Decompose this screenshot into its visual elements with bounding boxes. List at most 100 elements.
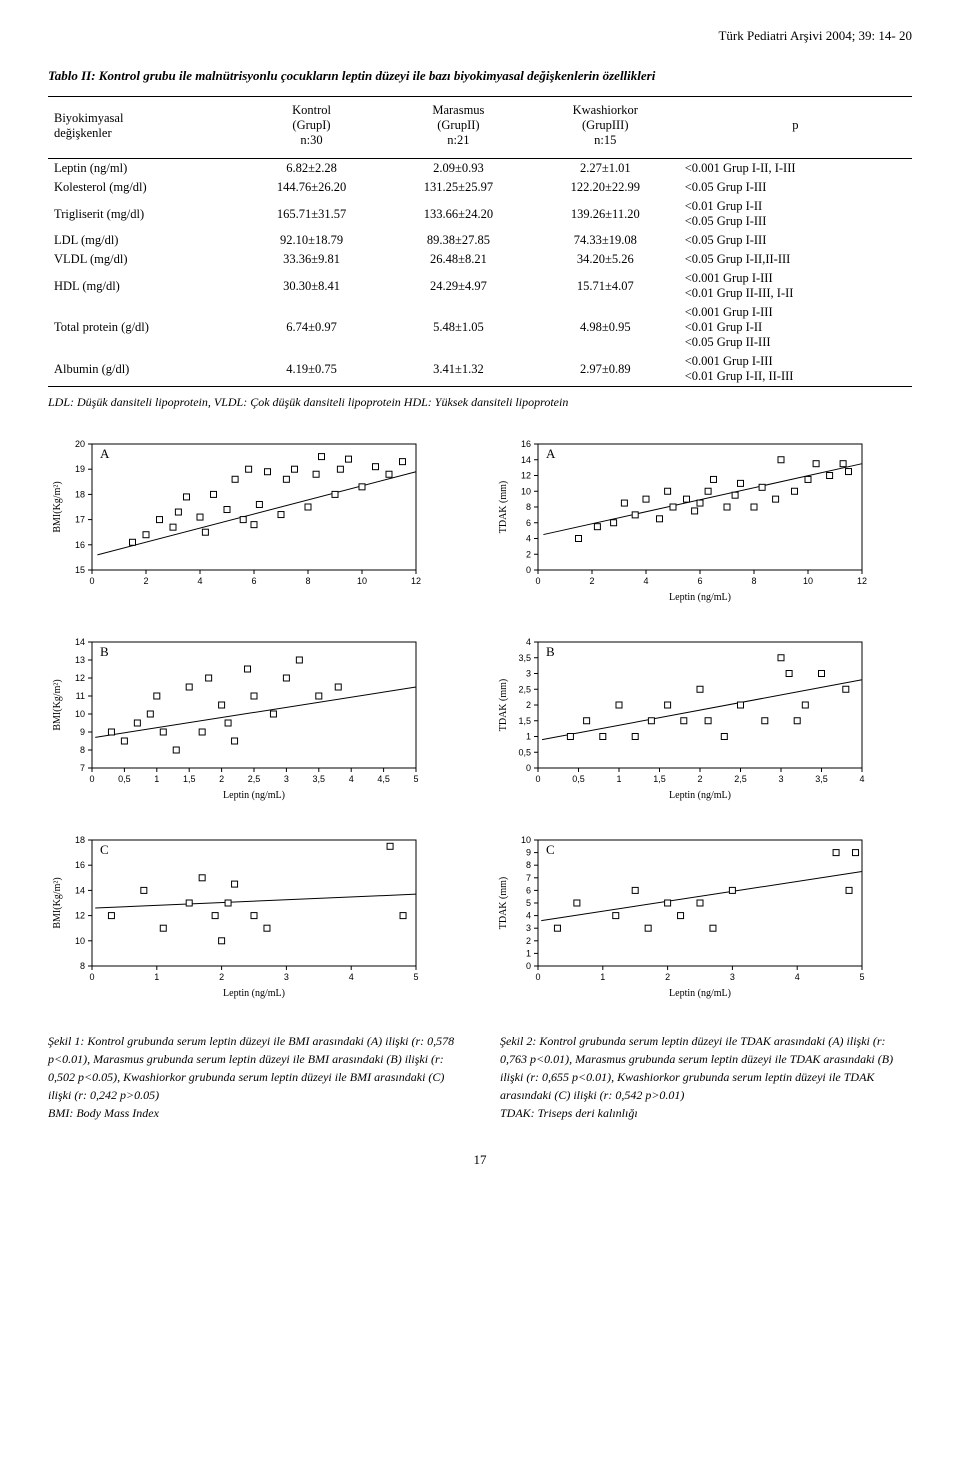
chart-panel-rightC: 012345012345678910TDAK (mm)Leptin (ng/mL… — [494, 830, 912, 1000]
svg-text:BMI(Kg/m²): BMI(Kg/m²) — [52, 481, 63, 532]
table-cell: <0.001 Grup I-II, I-III — [679, 159, 912, 179]
th-variable: Biyokimyasal değişkenler — [48, 101, 238, 150]
svg-text:Leptin (ng/mL): Leptin (ng/mL) — [669, 988, 731, 999]
svg-text:4: 4 — [795, 972, 800, 982]
th-kwashiorkor: Kwashiorkor (GrupIII) n:15 — [532, 101, 679, 150]
svg-text:16: 16 — [75, 540, 85, 550]
svg-text:10: 10 — [521, 835, 531, 845]
svg-text:0,5: 0,5 — [118, 774, 131, 784]
table-cell: 5.48±1.05 — [385, 303, 532, 352]
table-cell: <0.05 Grup I-III — [679, 178, 912, 197]
table-cell: <0.001 Grup I-III <0.01 Grup I-II <0.05 … — [679, 303, 912, 352]
scatter-chart-rightB: 00,511,522,533,5400,511,522,533,54TDAK (… — [494, 632, 874, 802]
svg-text:10: 10 — [521, 486, 531, 496]
svg-text:1: 1 — [526, 948, 531, 958]
table-cell: 165.71±31.57 — [238, 197, 385, 231]
table-cell: <0.01 Grup I-II <0.05 Grup I-III — [679, 197, 912, 231]
svg-text:1: 1 — [616, 774, 621, 784]
table-cell: 144.76±26.20 — [238, 178, 385, 197]
svg-text:14: 14 — [521, 455, 531, 465]
table-footnote: LDL: Düşük dansiteli lipoprotein, VLDL: … — [48, 395, 912, 410]
svg-text:8: 8 — [526, 502, 531, 512]
svg-text:20: 20 — [75, 439, 85, 449]
table-cell: <0.05 Grup I-III — [679, 231, 912, 250]
svg-text:0,5: 0,5 — [572, 774, 585, 784]
page-number: 17 — [48, 1152, 912, 1168]
chart-panel-leftC: 01234581012141618BMI(Kg/m²)Leptin (ng/mL… — [48, 830, 466, 1000]
table-cell: VLDL (mg/dl) — [48, 250, 238, 269]
table-caption: Tablo II: Kontrol grubu ile malnütrisyon… — [48, 68, 912, 84]
svg-text:12: 12 — [521, 471, 531, 481]
svg-text:5: 5 — [413, 774, 418, 784]
svg-text:9: 9 — [80, 727, 85, 737]
table-cell: 89.38±27.85 — [385, 231, 532, 250]
table-cell: 6.82±2.28 — [238, 159, 385, 179]
svg-text:Leptin (ng/mL): Leptin (ng/mL) — [669, 592, 731, 603]
th-p: p — [679, 101, 912, 150]
svg-text:12: 12 — [411, 576, 421, 586]
table-cell: 3.41±1.32 — [385, 352, 532, 387]
svg-text:B: B — [100, 644, 109, 659]
svg-text:16: 16 — [521, 439, 531, 449]
table-cell: Albumin (g/dl) — [48, 352, 238, 387]
table-cell: 2.09±0.93 — [385, 159, 532, 179]
charts-grid: 024681012151617181920BMI(Kg/m²)A02468101… — [48, 434, 912, 1000]
svg-text:8: 8 — [80, 745, 85, 755]
svg-text:9: 9 — [526, 848, 531, 858]
svg-text:8: 8 — [305, 576, 310, 586]
table-cell: 133.66±24.20 — [385, 197, 532, 231]
svg-text:18: 18 — [75, 835, 85, 845]
svg-text:6: 6 — [526, 518, 531, 528]
svg-text:2: 2 — [526, 549, 531, 559]
table-cell: 139.26±11.20 — [532, 197, 679, 231]
table-cell: 4.98±0.95 — [532, 303, 679, 352]
chart-panel-rightA: 0246810120246810121416TDAK (mm)Leptin (n… — [494, 434, 912, 604]
svg-text:TDAK (mm): TDAK (mm) — [498, 481, 509, 534]
table-cell: <0.001 Grup I-III <0.01 Grup I-II, II-II… — [679, 352, 912, 387]
svg-text:C: C — [100, 842, 109, 857]
svg-text:1,5: 1,5 — [183, 774, 196, 784]
table-cell: 26.48±8.21 — [385, 250, 532, 269]
chart-panel-leftB: 00,511,522,533,544,557891011121314BMI(Kg… — [48, 632, 466, 802]
table-cell: HDL (mg/dl) — [48, 269, 238, 303]
svg-text:4: 4 — [643, 576, 648, 586]
svg-text:14: 14 — [75, 637, 85, 647]
svg-text:5: 5 — [859, 972, 864, 982]
svg-text:0: 0 — [535, 774, 540, 784]
table-cell: Leptin (ng/ml) — [48, 159, 238, 179]
svg-text:7: 7 — [80, 763, 85, 773]
svg-text:0: 0 — [526, 763, 531, 773]
svg-text:BMI(Kg/m²): BMI(Kg/m²) — [52, 679, 63, 730]
bio-table: Biyokimyasal değişkenler Kontrol (GrupI)… — [48, 96, 912, 387]
svg-text:2: 2 — [143, 576, 148, 586]
svg-text:13: 13 — [75, 655, 85, 665]
svg-text:3,5: 3,5 — [815, 774, 828, 784]
table-cell: 2.27±1.01 — [532, 159, 679, 179]
svg-text:4: 4 — [349, 774, 354, 784]
table-cell: LDL (mg/dl) — [48, 231, 238, 250]
svg-text:3: 3 — [284, 972, 289, 982]
chart-panel-leftA: 024681012151617181920BMI(Kg/m²)A — [48, 434, 466, 604]
svg-text:2,5: 2,5 — [518, 684, 531, 694]
svg-text:4,5: 4,5 — [377, 774, 390, 784]
svg-text:0: 0 — [89, 774, 94, 784]
svg-text:2,5: 2,5 — [734, 774, 747, 784]
svg-text:A: A — [100, 446, 110, 461]
svg-text:1: 1 — [154, 972, 159, 982]
svg-text:0,5: 0,5 — [518, 747, 531, 757]
svg-text:Leptin (ng/mL): Leptin (ng/mL) — [223, 790, 285, 801]
svg-text:BMI(Kg/m²): BMI(Kg/m²) — [52, 877, 63, 928]
th-control: Kontrol (GrupI) n:30 — [238, 101, 385, 150]
svg-text:TDAK (mm): TDAK (mm) — [498, 877, 509, 930]
table-cell: 74.33±19.08 — [532, 231, 679, 250]
table-cell: 4.19±0.75 — [238, 352, 385, 387]
svg-text:C: C — [546, 842, 555, 857]
svg-text:Leptin (ng/mL): Leptin (ng/mL) — [223, 988, 285, 999]
svg-text:2: 2 — [665, 972, 670, 982]
svg-text:8: 8 — [751, 576, 756, 586]
table-cell: Trigliserit (mg/dl) — [48, 197, 238, 231]
svg-text:11: 11 — [76, 691, 85, 701]
table-cell: 30.30±8.41 — [238, 269, 385, 303]
svg-text:7: 7 — [526, 873, 531, 883]
svg-text:2: 2 — [219, 972, 224, 982]
